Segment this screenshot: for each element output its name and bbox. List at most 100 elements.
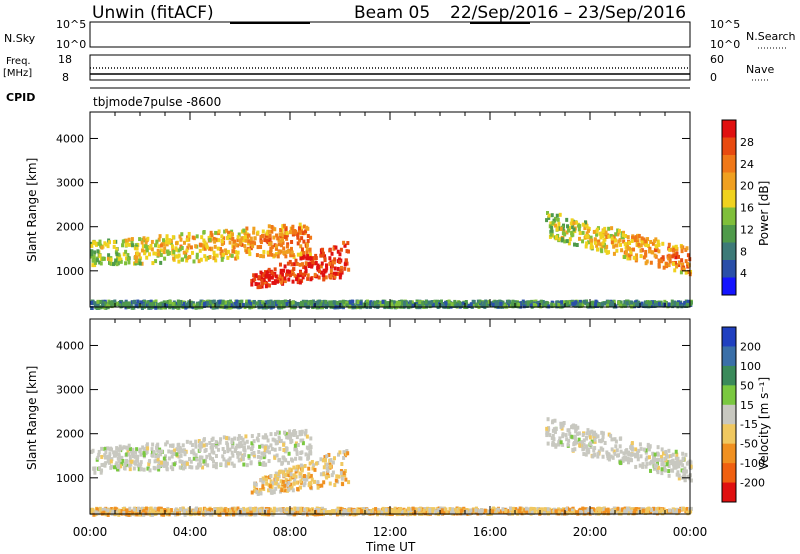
beam-label: Beam 05 bbox=[354, 3, 430, 23]
power-echo-cell bbox=[104, 242, 108, 247]
velocity-echo-cell bbox=[136, 454, 140, 459]
velocity-echo-cell bbox=[245, 463, 249, 468]
power-echo-cell bbox=[147, 305, 151, 310]
power-echo-cell bbox=[247, 241, 251, 246]
velocity-echo-cell bbox=[264, 462, 268, 467]
power-echo-cell bbox=[570, 230, 574, 235]
velocity-echo-cell bbox=[615, 448, 619, 453]
power-echo-cell bbox=[267, 273, 271, 278]
power-echo-cell bbox=[601, 241, 605, 246]
velocity-echo-cell bbox=[325, 462, 329, 467]
velocity-echo-cell bbox=[668, 459, 672, 464]
power-echo-cell bbox=[617, 228, 621, 233]
power-colorbar-swatch bbox=[722, 225, 736, 243]
velocity-echo-cell bbox=[176, 443, 180, 448]
power-echo-cell bbox=[158, 234, 162, 239]
power-echo-cell bbox=[275, 233, 279, 238]
power-echo-cell bbox=[142, 236, 146, 241]
power-echo-cell bbox=[321, 251, 325, 256]
power-echo-cell bbox=[345, 301, 349, 306]
power-echo-cell bbox=[98, 253, 102, 258]
power-echo-cell bbox=[250, 282, 254, 287]
power-echo-cell bbox=[552, 218, 556, 223]
velocity-echo-cell bbox=[97, 452, 101, 457]
velocity-echo-cell bbox=[226, 445, 230, 450]
velocity-echo-cell bbox=[645, 462, 649, 467]
power-echo-cell bbox=[273, 253, 277, 258]
power-echo-cell bbox=[244, 238, 248, 243]
power-echo-cell bbox=[625, 243, 629, 248]
velocity-echo-cell bbox=[157, 467, 161, 472]
velocity-echo-cell bbox=[109, 459, 113, 464]
power-echo-cell bbox=[220, 234, 224, 239]
power-echo-cell bbox=[131, 305, 135, 310]
power-echo-cell bbox=[594, 299, 598, 304]
power-echo-cell bbox=[256, 285, 260, 290]
power-echo-cell bbox=[138, 237, 142, 242]
velocity-echo-cell bbox=[681, 463, 685, 468]
velocity-echo-cell bbox=[114, 450, 118, 455]
velocity-echo-cell bbox=[677, 476, 681, 481]
velocity-echo-cell bbox=[262, 452, 266, 457]
velocity-echo-cell bbox=[212, 464, 216, 469]
power-echo-cell bbox=[281, 225, 285, 230]
velocity-echo-cell bbox=[264, 433, 268, 438]
power-echo-cell bbox=[340, 304, 344, 309]
power-echo-cell bbox=[612, 300, 616, 305]
power-echo-cell bbox=[136, 299, 140, 304]
power-echo-cell bbox=[398, 301, 402, 306]
velocity-echo-cell bbox=[613, 437, 617, 442]
velocity-echo-cell bbox=[259, 455, 263, 460]
power-echo-cell bbox=[112, 240, 116, 245]
velocity-echo-cell bbox=[250, 441, 254, 446]
velocity-echo-cell bbox=[653, 464, 657, 469]
power-echo-cell bbox=[189, 245, 193, 250]
power-echo-cell bbox=[304, 265, 308, 270]
velocity-echo-cell bbox=[457, 507, 461, 512]
velocity-echo-cell bbox=[300, 475, 304, 480]
velocity-echo-cell bbox=[105, 446, 109, 451]
power-echo-cell bbox=[595, 232, 599, 237]
velocity-echo-cell bbox=[551, 419, 555, 424]
power-echo-cell bbox=[275, 246, 279, 251]
velocity-echo-cell bbox=[636, 450, 640, 455]
velocity-echo-cell bbox=[208, 441, 212, 446]
power-echo-cell bbox=[208, 246, 212, 251]
velocity-echo-cell bbox=[159, 460, 163, 465]
power-echo-cell bbox=[291, 230, 295, 235]
power-colorbar-swatch bbox=[722, 207, 736, 226]
power-echo-cell bbox=[269, 246, 273, 251]
velocity-echo-cell bbox=[160, 449, 164, 454]
power-echo-cell bbox=[208, 255, 212, 260]
velocity-echo-cell bbox=[268, 486, 272, 491]
power-echo-cell bbox=[472, 302, 476, 307]
power-echo-cell bbox=[647, 301, 651, 306]
power-echo-cell bbox=[185, 258, 189, 263]
velocity-echo-cell bbox=[198, 455, 202, 460]
power-echo-cell bbox=[252, 230, 256, 235]
power-echo-cell bbox=[672, 261, 676, 266]
cpid-mode: tbjmode7pulse -8600 bbox=[93, 95, 221, 109]
velocity-echo-cell bbox=[283, 483, 287, 488]
velocity-echo-cell bbox=[667, 508, 671, 513]
power-echo-cell bbox=[220, 249, 224, 254]
power-echo-cell bbox=[177, 299, 181, 304]
velocity-echo-cell bbox=[644, 450, 648, 455]
power-echo-cell bbox=[618, 238, 622, 243]
power-echo-cell bbox=[686, 302, 690, 307]
power-echo-cell bbox=[281, 300, 285, 305]
velocity-echo-cell bbox=[638, 463, 642, 468]
power-echo-cell bbox=[421, 301, 425, 306]
velocity-echo-cell bbox=[294, 474, 298, 479]
power-echo-cell bbox=[267, 283, 271, 288]
velocity-echo-cell bbox=[683, 478, 687, 483]
velocity-echo-cell bbox=[235, 451, 239, 456]
power-echo-cell bbox=[139, 300, 143, 305]
power-echo-cell bbox=[568, 226, 572, 231]
velocity-echo-cell bbox=[422, 508, 426, 513]
power-echo-cell bbox=[106, 256, 110, 261]
power-echo-cell bbox=[345, 303, 349, 308]
velocity-echo-cell bbox=[146, 466, 150, 471]
velocity-echo-cell bbox=[546, 441, 550, 446]
velocity-echo-cell bbox=[141, 509, 145, 514]
